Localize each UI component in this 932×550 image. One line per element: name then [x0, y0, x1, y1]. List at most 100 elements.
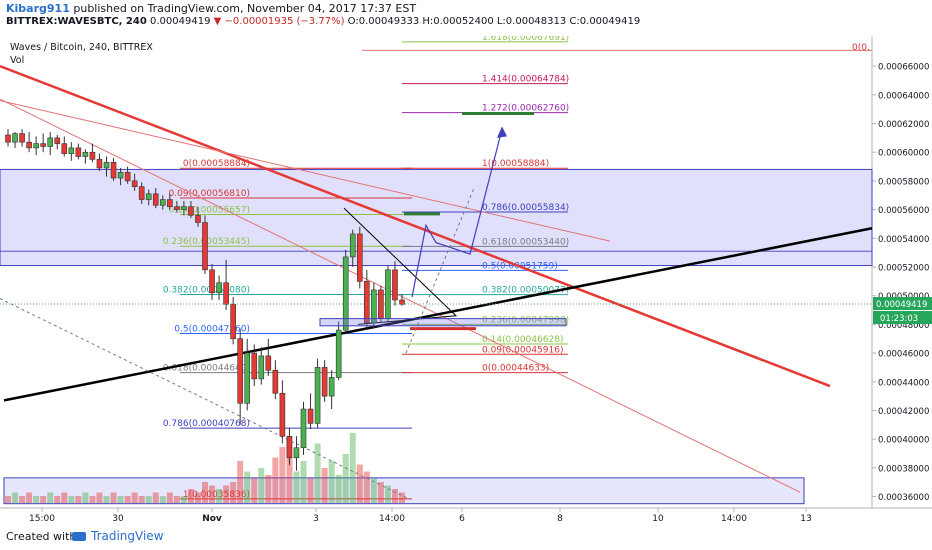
edge-fib-label: 0(0.: [852, 43, 870, 53]
candle-body: [300, 408, 307, 449]
price-chart[interactable]: 0.00066000 0.00064000 0.00062000 0.00060000…: [0, 36, 932, 524]
volume-bar: [216, 489, 223, 503]
fib-extension-label: 1.618(0.00067691): [482, 36, 569, 43]
candle-body: [89, 151, 96, 160]
volume-bar: [356, 464, 363, 503]
volume-bar: [377, 482, 384, 503]
volume-bar: [328, 461, 335, 503]
y-tick-label: 0.00044000: [878, 378, 929, 388]
candle-body: [54, 137, 61, 144]
support-zone: [3, 477, 805, 505]
candle-body: [26, 141, 32, 149]
candle-body: [251, 352, 258, 380]
author-link[interactable]: Kibarg911: [6, 2, 70, 15]
volume-bar: [223, 485, 230, 503]
volume-bar: [159, 496, 166, 503]
candle-body: [96, 159, 103, 169]
x-tick-label: 3: [313, 514, 319, 524]
volume-bar: [26, 492, 33, 503]
volume-bar: [194, 492, 201, 503]
volume-bar: [152, 492, 159, 503]
time-badge: [873, 311, 932, 325]
fib-extension-label: 0.382(0.00050077): [482, 286, 569, 296]
fib-retracement-label: 0.09(0.00056810): [169, 189, 250, 199]
candle-body: [385, 269, 391, 319]
y-tick-label: 0.00040000: [878, 436, 929, 446]
y-tick-label: 0.00042000: [878, 407, 929, 417]
fib-retracement-label: 0.786(0.00040768): [163, 419, 250, 429]
fib-retracement-label: 0.5(0.00047360): [174, 325, 250, 335]
volume-bar: [335, 475, 342, 503]
volume-bar: [61, 492, 68, 503]
candle-body: [371, 289, 377, 324]
last-value: 0.00049419: [150, 16, 211, 27]
candle-body: [342, 256, 349, 331]
publish-line: Kibarg911 published on TradingView.com, …: [6, 2, 416, 15]
candle-body: [188, 206, 194, 216]
volume-bar: [89, 496, 96, 503]
candle-body: [335, 329, 342, 378]
volume-bar: [47, 492, 54, 503]
projection-arrow: [411, 129, 503, 298]
x-tick-label: Nov: [202, 514, 222, 524]
volume-bar: [12, 492, 19, 503]
tradingview-logo[interactable]: TradingView: [72, 529, 164, 543]
candle-body: [230, 303, 236, 340]
volume-bar: [124, 496, 131, 503]
volume-bar: [265, 475, 272, 503]
candle-body: [349, 233, 356, 258]
volume-bar: [5, 496, 11, 503]
volume-bar: [187, 489, 194, 503]
candle-body: [131, 180, 138, 187]
x-tick-label: 14:00: [721, 514, 747, 524]
fib-extension-label: 0.786(0.00055834): [482, 203, 569, 213]
volume-bar: [96, 492, 103, 503]
resistance-zone: [0, 168, 873, 267]
volume-bar: [384, 485, 391, 503]
volume-bar: [300, 461, 307, 503]
candle-body: [75, 147, 82, 157]
volume-bar: [82, 492, 89, 503]
candle-body: [19, 133, 25, 143]
y-tick-label: 0.00054000: [878, 235, 929, 245]
chart-footer: Created with TradingView: [0, 524, 932, 550]
y-tick-label: 0.00060000: [878, 149, 929, 159]
tradingview-brand: TradingView: [91, 529, 164, 543]
volume-bar: [399, 492, 405, 503]
candle-body: [174, 206, 180, 210]
time-badge-text: 01:23:03: [880, 314, 918, 324]
candle-body: [124, 171, 131, 182]
fib-retracement-label: 0.382(0.00050080): [163, 286, 250, 296]
candle-body: [195, 215, 201, 223]
candle-body: [12, 133, 18, 143]
change-value: −0.00001935 (−3.77%): [224, 16, 345, 27]
candle-body: [145, 193, 152, 200]
volume-bar: [145, 496, 152, 503]
volume-bar: [363, 471, 370, 503]
arrowhead-icon: [497, 126, 507, 138]
y-tick-label: 0.00052000: [878, 263, 929, 273]
y-tick-label: 0.00056000: [878, 206, 929, 216]
x-tick-label: 15:00: [29, 514, 55, 524]
candle-body: [5, 134, 11, 143]
candle-body: [40, 143, 46, 147]
black-support-trendline: [3, 227, 873, 402]
volume-bar: [391, 489, 398, 503]
volume-bar: [314, 443, 321, 503]
volume-bar: [370, 478, 377, 503]
tradingview-icon: [72, 532, 86, 541]
entry-zone-box: [319, 318, 567, 327]
candle-body: [356, 233, 363, 282]
candle-body: [159, 199, 166, 206]
volume-bar: [75, 496, 82, 503]
volume-bar: [202, 482, 208, 503]
triangle-pattern: [343, 207, 458, 325]
candle-body: [392, 269, 398, 301]
candle-body: [202, 222, 208, 271]
candle-body: [181, 206, 187, 210]
volume-bar: [342, 454, 349, 503]
volume-bar: [173, 496, 180, 503]
volume-bar: [180, 496, 187, 503]
volume-bar: [293, 471, 300, 503]
symbol-label[interactable]: BITTREX:WAVESBTC, 240: [6, 16, 147, 27]
